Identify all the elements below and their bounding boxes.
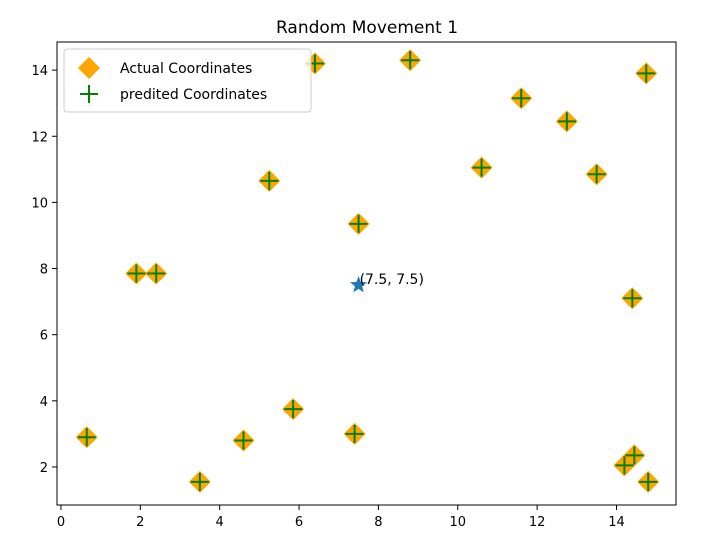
y-tick-label: 12 — [31, 130, 48, 145]
predicted-point — [260, 171, 279, 190]
y-tick-label: 4 — [40, 395, 48, 410]
legend: Actual Coordinates predited Coordinates — [63, 48, 312, 113]
legend-predicted-label: predited Coordinates — [120, 87, 267, 103]
x-tick-label: 12 — [529, 515, 546, 530]
predicted-point — [639, 472, 658, 491]
x-tick-label: 6 — [295, 515, 303, 530]
legend-predicted-marker — [80, 85, 98, 103]
predicted-point — [401, 51, 420, 70]
start-point-label: (7.5, 7.5) — [360, 272, 424, 288]
predicted-point — [587, 165, 606, 184]
axes-frame — [56, 41, 677, 506]
y-tick-label: 8 — [40, 263, 48, 278]
legend-actual-marker — [78, 57, 100, 79]
predicted-point — [623, 289, 642, 308]
predicted-point — [147, 264, 166, 283]
y-tick-label: 10 — [31, 196, 48, 211]
chart-title: Random Movement 1 — [276, 18, 458, 38]
predicted-point — [615, 456, 634, 475]
x-tick-label: 2 — [136, 515, 144, 530]
predicted-point — [512, 89, 531, 108]
predicted-point — [77, 428, 96, 447]
x-tick-label: 10 — [449, 515, 466, 530]
x-tick-label: 14 — [608, 515, 625, 530]
legend-actual-label: Actual Coordinates — [120, 61, 252, 77]
x-tick-label: 4 — [216, 515, 224, 530]
predicted-point — [349, 214, 368, 233]
predicted-point — [190, 472, 209, 491]
predicted-point — [625, 446, 644, 465]
predicted-point — [284, 400, 303, 419]
x-tick-label: 8 — [374, 515, 382, 530]
y-tick-label: 2 — [40, 461, 48, 476]
start-point — [350, 276, 368, 293]
predicted-point — [557, 112, 576, 131]
x-tick-label: 0 — [57, 515, 65, 530]
predicted-point — [234, 431, 253, 450]
predicted-point — [637, 64, 656, 83]
y-axis-ticks: 2 4 6 8 10 12 14 — [31, 64, 57, 476]
y-tick-label: 6 — [40, 329, 48, 344]
plot-marks: (7.5, 7.5) — [75, 49, 660, 493]
predicted-point — [127, 264, 146, 283]
legend-box — [63, 48, 312, 113]
predicted-point — [472, 158, 491, 177]
y-tick-label: 14 — [31, 64, 48, 79]
x-axis-ticks: 0 2 4 6 8 10 12 14 — [57, 505, 625, 530]
predicted-point — [345, 424, 364, 443]
